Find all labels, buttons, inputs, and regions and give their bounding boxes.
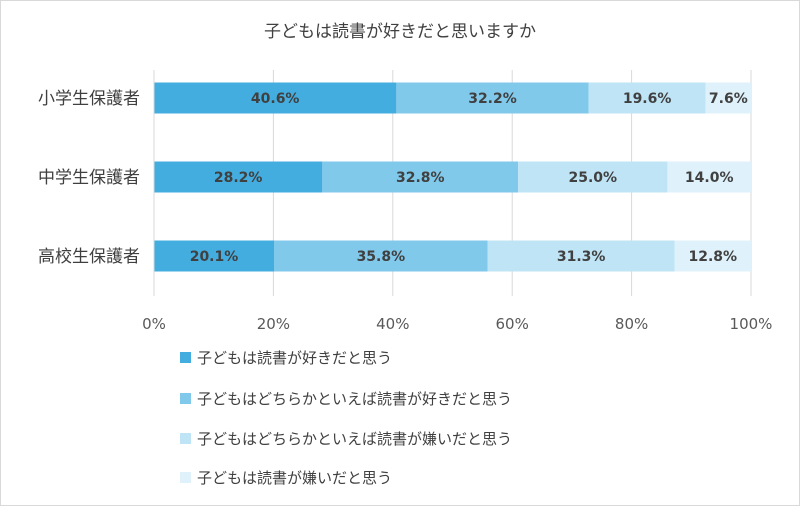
- data-label: 14.0%: [685, 170, 734, 186]
- bar-segment: [154, 161, 323, 193]
- legend-label: 子どもは読書が嫌いだと思う: [197, 468, 393, 487]
- legend-label: 子どもは読書が好きだと思う: [197, 348, 393, 367]
- x-tick-label: 0%: [142, 315, 166, 333]
- legend-label: 子どもはどちらかといえば読書が好きだと思う: [197, 389, 513, 408]
- bar-segment: [667, 161, 751, 193]
- bar-segment: [273, 240, 488, 272]
- category-label: 小学生保護者: [38, 89, 140, 109]
- data-label: 40.6%: [251, 91, 300, 107]
- legend-item: 子どもは読書が嫌いだと思う: [180, 465, 392, 489]
- category-label: 高校生保護者: [38, 247, 140, 267]
- x-tick-label: 80%: [615, 315, 648, 333]
- x-tick-label: 100%: [730, 315, 773, 333]
- data-label: 35.8%: [357, 249, 406, 265]
- bar-segment: [154, 240, 274, 272]
- bar-segment: [518, 161, 668, 193]
- legend-swatch: [180, 351, 191, 363]
- x-tick-label: 20%: [257, 315, 290, 333]
- legend-swatch: [180, 471, 191, 483]
- x-tick-label: 60%: [496, 315, 529, 333]
- data-label: 28.2%: [214, 170, 263, 186]
- data-label: 25.0%: [569, 170, 618, 186]
- bar-segment: [396, 82, 589, 114]
- data-label: 31.3%: [557, 249, 606, 265]
- legend-item: 子どもは読書が好きだと思う: [180, 345, 392, 369]
- legend-label: 子どもはどちらかといえば読書が嫌いだと思う: [197, 429, 513, 448]
- legend-swatch: [180, 432, 191, 444]
- bar-segment: [487, 240, 675, 272]
- data-label: 32.2%: [468, 91, 517, 107]
- chart-title: 子どもは読書が好きだと思いますか: [264, 22, 536, 42]
- x-tick-label: 40%: [376, 315, 409, 333]
- bar-segment: [154, 82, 397, 114]
- data-label: 12.8%: [689, 249, 738, 265]
- bar-segment: [322, 161, 519, 193]
- category-label: 中学生保護者: [38, 168, 140, 188]
- data-label: 32.8%: [396, 170, 445, 186]
- data-label: 7.6%: [709, 91, 748, 107]
- data-label: 19.6%: [623, 91, 672, 107]
- bar-segment: [674, 240, 751, 272]
- bar-segment: [705, 82, 751, 114]
- legend-item: 子どもはどちらかといえば読書が嫌いだと思う: [180, 426, 512, 450]
- legend-item: 子どもはどちらかといえば読書が好きだと思う: [180, 386, 512, 410]
- data-label: 20.1%: [190, 249, 239, 265]
- legend-swatch: [180, 392, 191, 404]
- bar-segment: [588, 82, 706, 114]
